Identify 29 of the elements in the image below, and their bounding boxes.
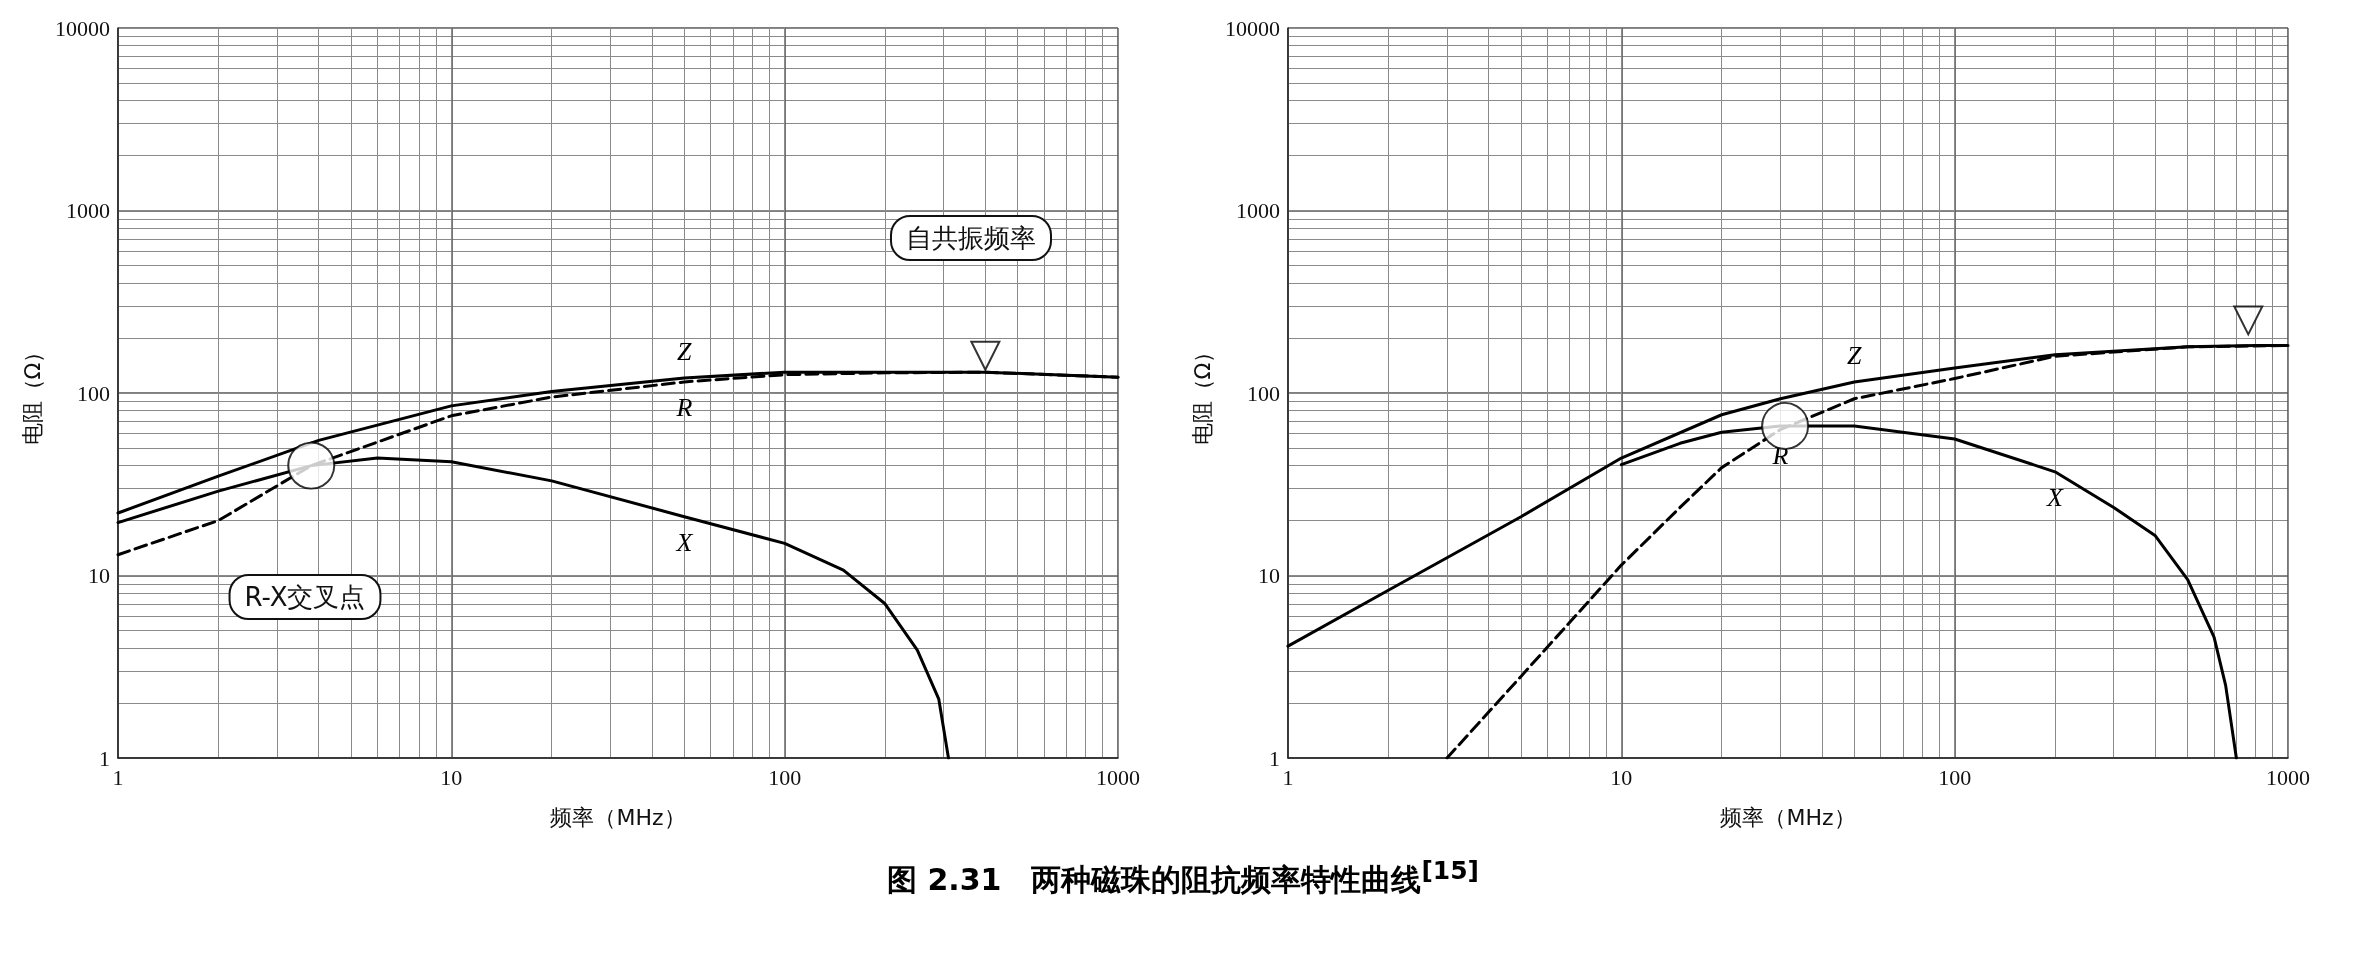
annotation: R-X交叉点: [244, 582, 366, 612]
x-axis-title: 频率（MHz）: [1720, 804, 1856, 830]
series-label: X: [2046, 483, 2065, 513]
x-tick-label: 1000: [1096, 764, 1140, 790]
y-tick-label: 10: [1258, 563, 1280, 588]
y-tick-label: 10000: [1225, 15, 1280, 41]
x-tick-label: 100: [768, 764, 802, 790]
y-axis-title: 电阻（Ω）: [19, 340, 45, 446]
series-label: Z: [677, 337, 693, 367]
series-label: X: [675, 528, 694, 558]
x-tick-label: 10: [440, 764, 463, 790]
text: 图 2.31 两种磁珠的阻抗频率特性曲线$^{[15]}$: [885, 856, 1481, 899]
y-tick-label: 1: [99, 745, 110, 771]
series-label: R: [675, 393, 693, 423]
series-label: Z: [1847, 341, 1863, 371]
annotation: 自共振频率: [906, 223, 1036, 253]
x-tick-label: 100: [1938, 764, 1972, 790]
y-tick-label: 1000: [66, 198, 110, 223]
y-axis-title: 电阻（Ω）: [1189, 340, 1215, 446]
y-tick-label: 1000: [1236, 198, 1280, 223]
y-tick-label: 10: [88, 563, 110, 588]
series-label: R: [1771, 441, 1789, 471]
y-tick-label: 100: [1247, 380, 1280, 406]
x-tick-label: 10: [1610, 764, 1633, 790]
y-tick-label: 10000: [55, 15, 110, 41]
x-axis-title: 频率（MHz）: [550, 804, 686, 830]
y-tick-label: 100: [77, 380, 110, 406]
x-tick-label: 1000: [2266, 764, 2310, 790]
y-tick-label: 1: [1269, 745, 1280, 771]
